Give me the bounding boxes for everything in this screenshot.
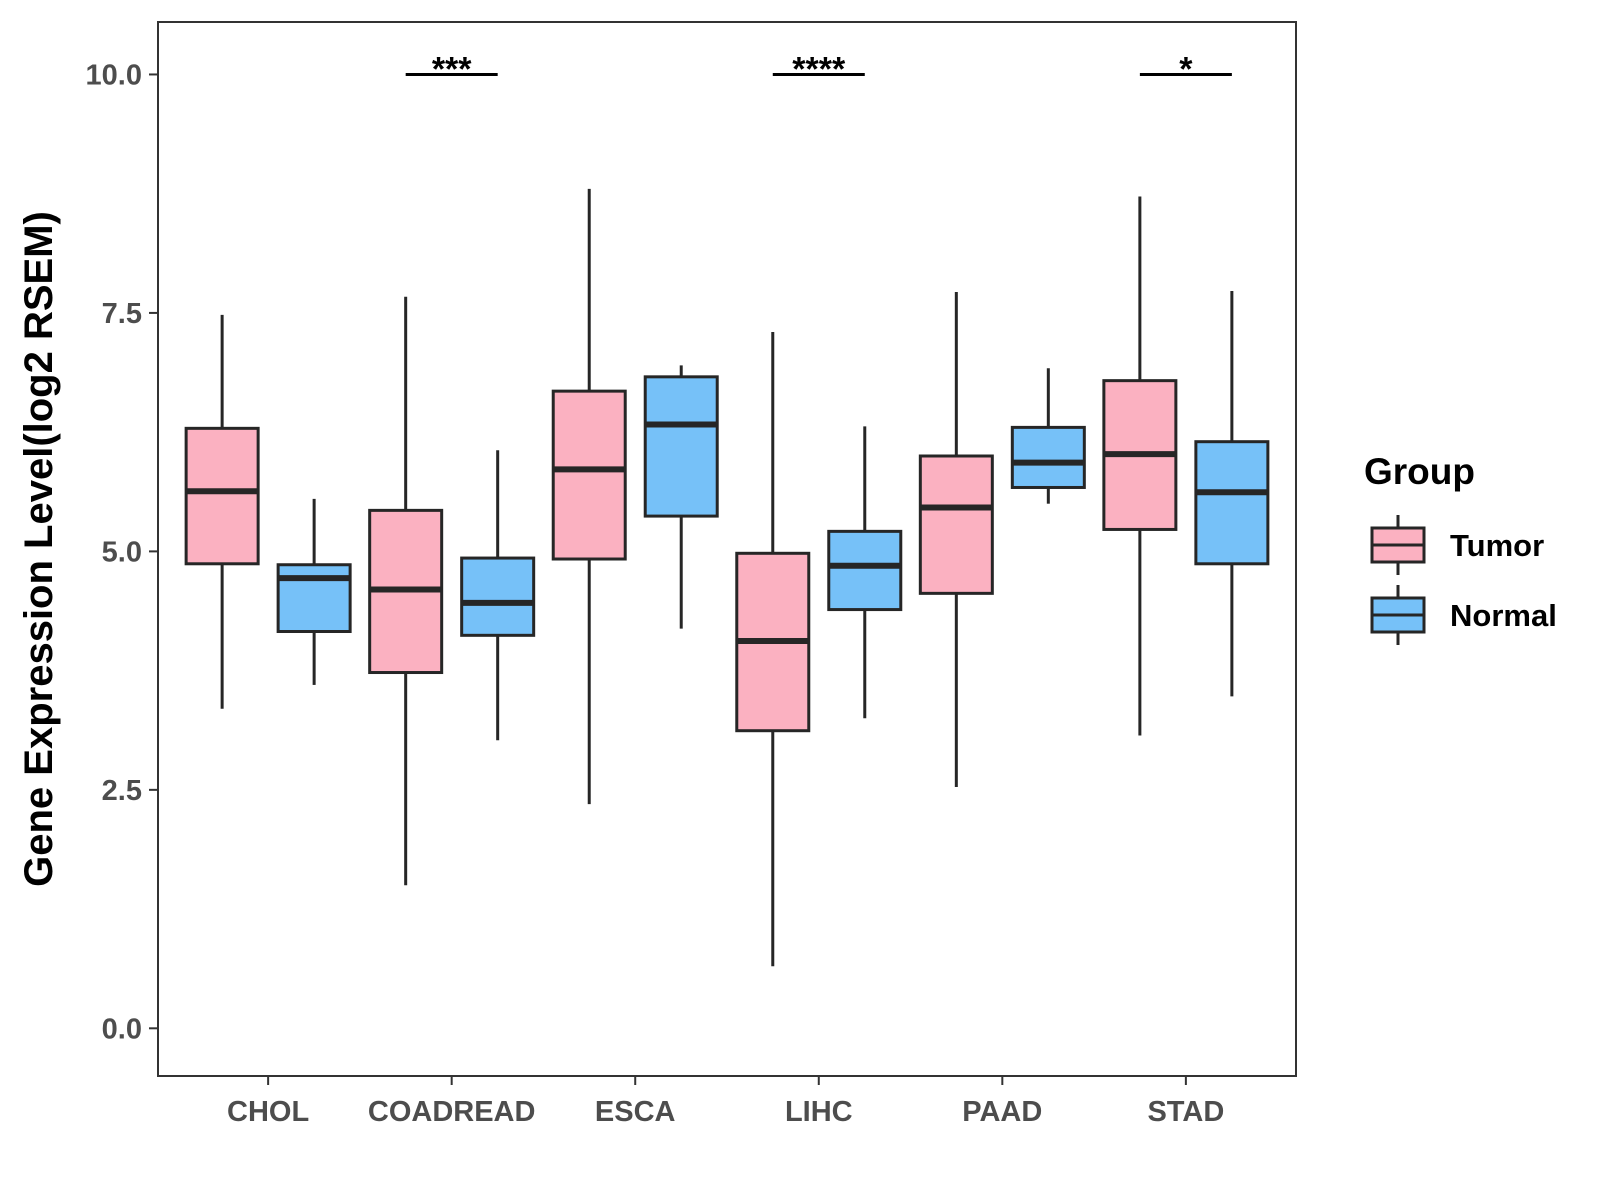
legend-label: Tumor: [1450, 528, 1544, 563]
significance-label: ****: [792, 50, 846, 88]
significance-label: ***: [432, 50, 472, 88]
box-iqr: [643, 375, 719, 518]
box-tumor-lihc: [735, 332, 811, 967]
y-tick-label: 10.0: [86, 59, 142, 91]
y-tick-label: 2.5: [102, 775, 142, 807]
significance-stad: *: [1139, 50, 1232, 88]
box-tumor-stad: [1102, 196, 1178, 736]
box-tumor-chol: [184, 314, 260, 709]
x-tick-label: COADREAD: [368, 1096, 536, 1128]
box-normal-coadread: [460, 450, 536, 741]
y-tick-label: 7.5: [102, 298, 142, 330]
box-normal-stad: [1194, 290, 1270, 697]
box-iqr: [827, 529, 903, 612]
x-tick-label: PAAD: [962, 1096, 1042, 1128]
y-tick-label: 5.0: [102, 536, 142, 568]
box-iqr: [184, 426, 260, 566]
significance-lihc: ****: [772, 50, 865, 88]
x-tick-label: LIHC: [785, 1096, 853, 1128]
box-iqr: [918, 454, 994, 595]
x-tick-label: ESCA: [595, 1096, 676, 1128]
box-iqr: [1194, 440, 1270, 566]
plot-layer: *** **** *: [184, 50, 1270, 967]
box-normal-paad: [1010, 368, 1086, 504]
box-normal-esca: [643, 365, 719, 629]
plot-panel-border: [157, 21, 1297, 1077]
box-iqr: [551, 389, 627, 561]
axis-layer: 0.0 2.5 5.0 7.5 10.0 CHOL COADREAD ESCA LIHC PAAD…: [86, 59, 1225, 1128]
box-tumor-paad: [918, 291, 994, 787]
box-iqr: [1010, 425, 1086, 489]
legend-entry-normal: Normal: [1370, 585, 1557, 645]
box-normal-lihc: [827, 426, 903, 719]
box-tumor-esca: [551, 188, 627, 805]
y-tick-label: 0.0: [102, 1013, 142, 1045]
legend-title: Group: [1364, 451, 1475, 492]
x-tick-label: STAD: [1147, 1096, 1224, 1128]
box-iqr: [276, 563, 352, 634]
significance-coadread: ***: [405, 50, 498, 88]
x-tick-label: CHOL: [227, 1096, 309, 1128]
box-iqr: [460, 556, 536, 637]
box-normal-chol: [276, 498, 352, 685]
legend: Group Tumor Normal: [1364, 451, 1557, 645]
legend-entry-tumor: Tumor: [1370, 515, 1544, 575]
significance-label: *: [1179, 50, 1193, 88]
y-axis-title: Gene Expression Level(log2 RSEM): [17, 211, 61, 887]
legend-label: Normal: [1450, 598, 1557, 633]
box-tumor-coadread: [368, 296, 444, 886]
